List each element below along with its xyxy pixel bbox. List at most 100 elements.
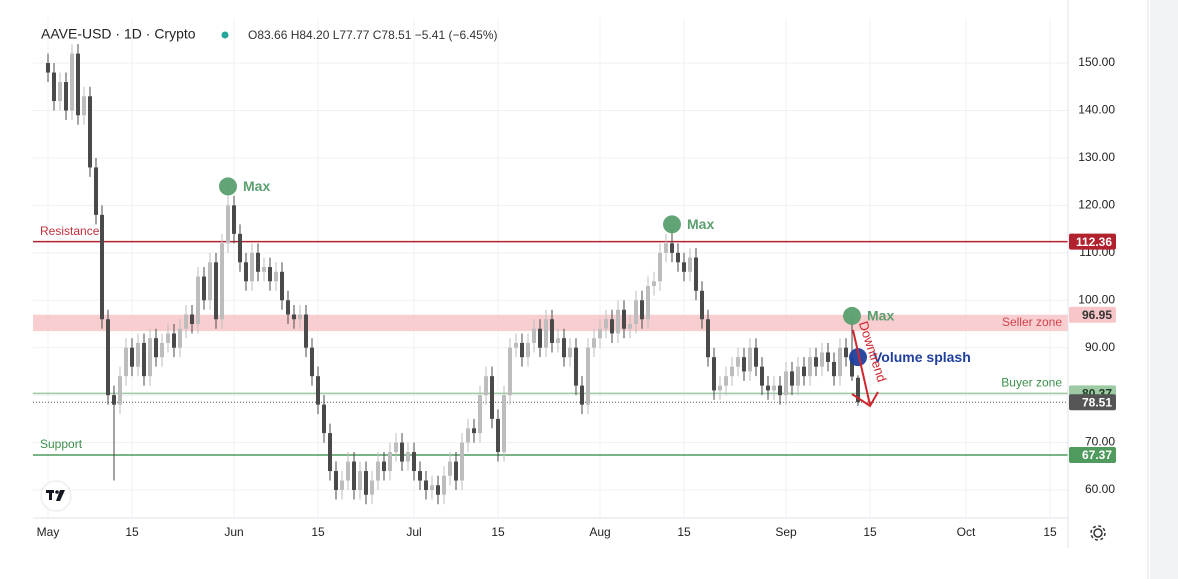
candle-body	[280, 271, 284, 301]
candle-body	[136, 342, 140, 367]
price-badge	[1069, 447, 1116, 464]
candle-body	[268, 267, 272, 282]
candle-body	[232, 205, 236, 234]
candle-body	[772, 385, 776, 391]
candle-body	[70, 53, 74, 111]
candle-body	[166, 333, 170, 343]
candle-body	[436, 485, 440, 495]
candle-body	[112, 395, 116, 405]
candle-body	[178, 328, 182, 348]
candle-body	[790, 371, 794, 386]
level-label: Support	[40, 437, 83, 451]
ticker: AAVE-USD · 1D · Crypto	[41, 26, 196, 42]
candle-body	[502, 395, 506, 453]
x-tick-label: 15	[311, 525, 325, 539]
candle-body	[664, 243, 668, 253]
candle-body	[574, 347, 578, 386]
candle-body	[826, 352, 830, 362]
candle-body	[610, 319, 614, 334]
candle-body	[640, 300, 644, 320]
x-tick-label: Sep	[775, 525, 797, 539]
x-tick-label: Jun	[224, 525, 243, 539]
logo[interactable]	[40, 480, 72, 512]
candle-body	[100, 214, 104, 320]
candle-body	[658, 252, 662, 282]
candle-body	[388, 452, 392, 472]
candle-body	[292, 314, 296, 320]
candle-body	[856, 377, 860, 403]
x-tick-label: Jul	[406, 525, 421, 539]
y-tick-label: 60.00	[1085, 482, 1115, 496]
candle-body	[718, 385, 722, 391]
candle-body	[94, 167, 98, 215]
candle-body	[670, 243, 674, 253]
candle-body	[532, 328, 536, 343]
candle-body	[646, 286, 650, 320]
candle-body	[466, 428, 470, 443]
candle-body	[310, 347, 314, 377]
candle-body	[490, 376, 494, 419]
level-label: Seller zone	[1002, 315, 1062, 329]
candle-body	[544, 319, 548, 348]
candle-body	[190, 314, 194, 324]
candle-body	[616, 309, 620, 334]
candle-body	[418, 471, 422, 481]
candle-body	[550, 319, 554, 343]
marker-label: Max	[867, 308, 894, 324]
candle-body	[676, 252, 680, 263]
settings-button[interactable]	[1090, 525, 1106, 541]
candle-body	[130, 347, 134, 367]
level-label: Buyer zone	[1001, 376, 1062, 390]
candle-body	[424, 480, 428, 491]
candle-body	[520, 342, 524, 358]
ohlc: O83.66 H84.20 L77.77 C78.51 −5.41 (−6.45…	[248, 28, 498, 42]
candle-body	[778, 385, 782, 396]
marker-label: Max	[243, 178, 270, 194]
candle-body	[226, 205, 230, 244]
downtrend-arrow	[851, 329, 879, 408]
x-tick-label: 15	[1043, 525, 1057, 539]
candle-body	[460, 442, 464, 481]
price-badge-label: 96.95	[1082, 308, 1112, 322]
candle-body	[364, 471, 368, 495]
side-strip	[1150, 0, 1178, 579]
candle-body	[820, 352, 824, 367]
candle-body	[754, 347, 758, 367]
candle-body	[304, 314, 308, 348]
candle-body	[796, 366, 800, 386]
candles	[46, 44, 860, 505]
candle-body	[784, 371, 788, 396]
candle-body	[700, 290, 704, 320]
marker	[219, 177, 237, 196]
candle-body	[208, 262, 212, 301]
candle-body	[634, 300, 638, 324]
candle-body	[406, 452, 410, 462]
candle-body	[442, 475, 446, 495]
status-dot	[221, 31, 229, 39]
marker-label: Volume splash	[873, 349, 971, 365]
candle-body	[628, 323, 632, 329]
marker-label: Max	[687, 216, 714, 232]
candle-body	[358, 471, 362, 491]
x-tick-label: Aug	[589, 525, 610, 539]
candle-body	[730, 366, 734, 377]
candle-body	[256, 252, 260, 272]
y-tick-label: 130.00	[1078, 150, 1115, 164]
candle-body	[334, 471, 338, 491]
candle-body	[298, 314, 302, 320]
candle-body	[802, 366, 806, 377]
candle-body	[580, 385, 584, 405]
axes: 60.0070.0080.0090.00100.00110.00120.0013…	[37, 55, 1116, 539]
candle-body	[286, 300, 290, 315]
y-tick-label: 70.00	[1085, 435, 1115, 449]
candle-body	[682, 262, 686, 272]
candle-body	[322, 404, 326, 434]
candle-body	[244, 262, 248, 282]
candle-body	[376, 461, 380, 481]
candle-body	[262, 267, 266, 272]
candle-body	[250, 252, 254, 282]
candle-body	[382, 461, 386, 472]
x-tick-label: May	[37, 525, 60, 539]
candle-body	[742, 357, 746, 372]
